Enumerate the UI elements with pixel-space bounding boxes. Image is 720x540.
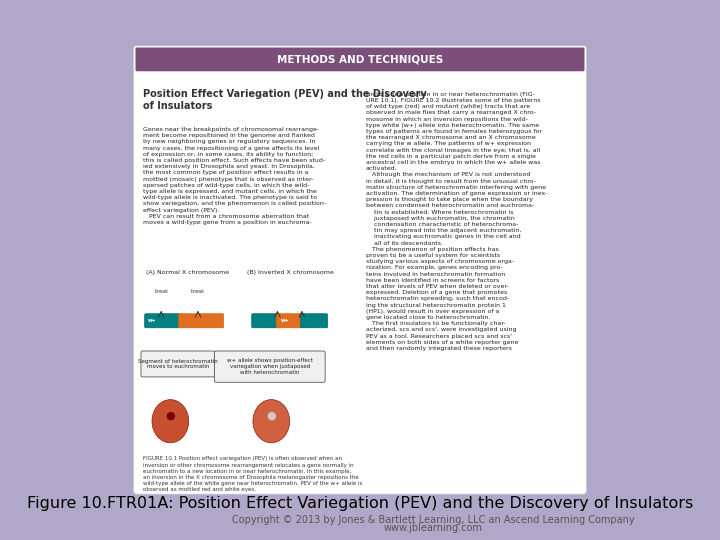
Text: Copyright © 2013 by Jones & Bartlett Learning, LLC an Ascend Learning Company: Copyright © 2013 by Jones & Bartlett Lea… bbox=[232, 515, 635, 525]
FancyBboxPatch shape bbox=[252, 314, 279, 328]
Text: METHODS AND TECHNIQUES: METHODS AND TECHNIQUES bbox=[277, 55, 443, 64]
Text: Segment of heterochromatin
moves to euchromatin: Segment of heterochromatin moves to euch… bbox=[138, 359, 218, 369]
FancyBboxPatch shape bbox=[135, 48, 585, 71]
FancyBboxPatch shape bbox=[215, 351, 325, 382]
FancyBboxPatch shape bbox=[301, 314, 328, 328]
Text: w+: w+ bbox=[148, 318, 156, 323]
Text: FIGURE 10.1 Position effect variegation (PEV) is often observed when an
inversio: FIGURE 10.1 Position effect variegation … bbox=[143, 456, 362, 492]
Ellipse shape bbox=[253, 400, 289, 443]
Text: break: break bbox=[154, 289, 168, 294]
FancyBboxPatch shape bbox=[179, 314, 224, 328]
Text: Genes near the breakpoints of chromosomal rearrange-
ment become repositioned in: Genes near the breakpoints of chromosoma… bbox=[143, 127, 326, 225]
Text: ●: ● bbox=[166, 411, 175, 421]
Text: www.jblearning.com: www.jblearning.com bbox=[384, 523, 483, 533]
FancyBboxPatch shape bbox=[141, 351, 215, 377]
Text: (B) Inverted X chromosome: (B) Inverted X chromosome bbox=[247, 270, 333, 275]
Text: (A) Normal X chromosome: (A) Normal X chromosome bbox=[146, 270, 229, 275]
Text: w+: w+ bbox=[281, 318, 289, 323]
FancyBboxPatch shape bbox=[145, 314, 181, 328]
FancyBboxPatch shape bbox=[276, 314, 303, 328]
Text: w+ allele shows position-effect
variegation when juxtaposed
with heterochromatin: w+ allele shows position-effect variegat… bbox=[227, 359, 313, 375]
Text: Position Effect Variegation (PEV) and the Discovery
of Insulators: Position Effect Variegation (PEV) and th… bbox=[143, 89, 426, 111]
Text: break: break bbox=[191, 289, 205, 294]
Text: Figure 10.FTR01A: Position Effect Variegation (PEV) and the Discovery of Insulat: Figure 10.FTR01A: Position Effect Varieg… bbox=[27, 496, 693, 511]
FancyBboxPatch shape bbox=[134, 46, 586, 494]
Ellipse shape bbox=[152, 400, 189, 443]
Text: tin to a new position in or near heterochromatin (FIG-
URE 10.1). FIGURE 10.2 il: tin to a new position in or near heteroc… bbox=[366, 92, 548, 351]
Text: ●: ● bbox=[266, 411, 276, 421]
